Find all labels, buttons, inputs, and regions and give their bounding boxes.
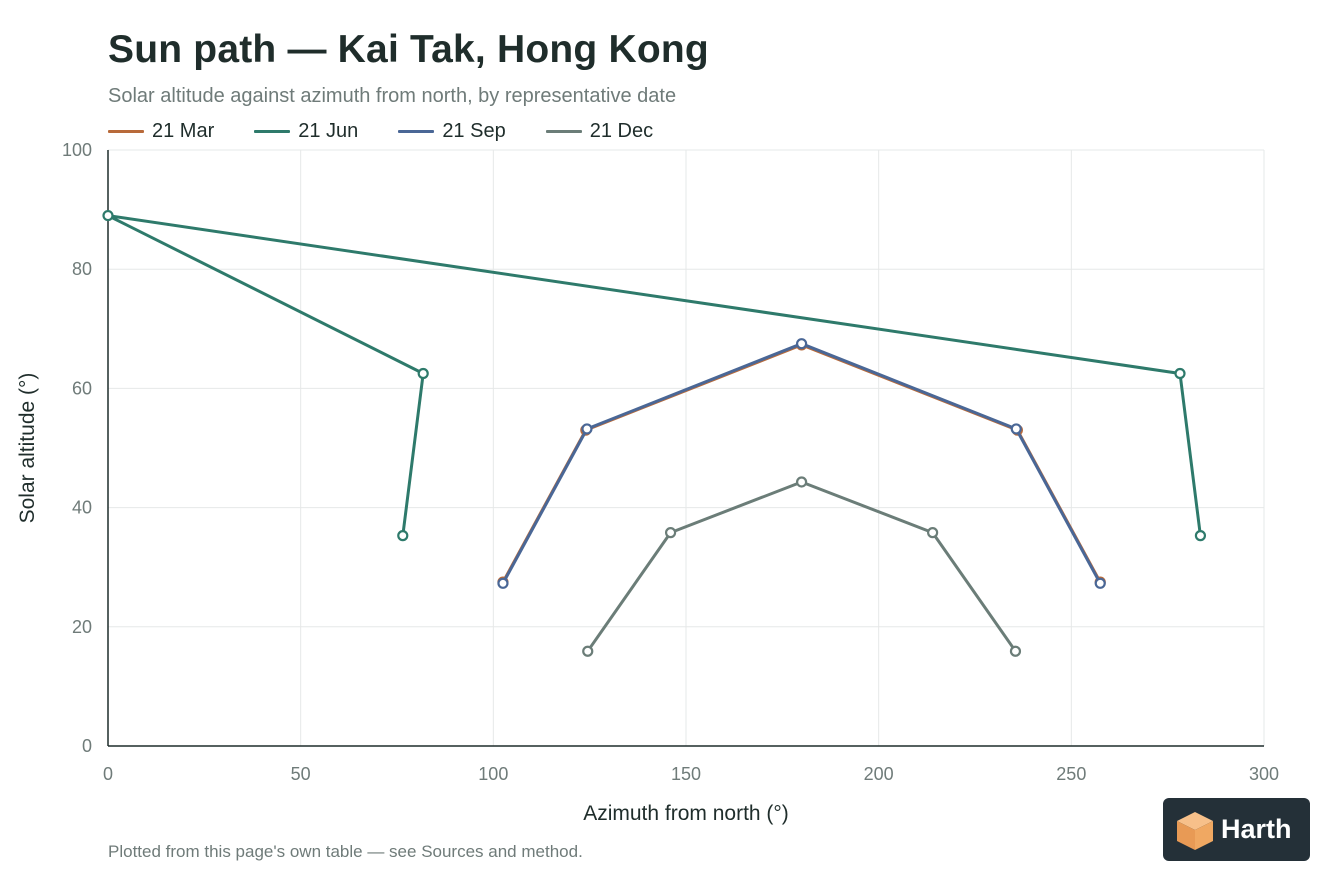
legend-swatch-mar: [108, 130, 144, 133]
legend-swatch-sep: [398, 130, 435, 133]
x-tick-label: 100: [478, 764, 508, 784]
series-line-jun: [106, 214, 1202, 536]
x-tick-label: 200: [864, 764, 894, 784]
harth-logo[interactable]: Harth: [1163, 798, 1310, 861]
chart-title: Sun path — Kai Tak, Hong Kong: [108, 28, 709, 71]
chart-subtitle: Solar altitude against azimuth from nort…: [108, 85, 677, 107]
legend-swatch-jun: [254, 130, 291, 133]
data-point-sep[interactable]: [1010, 423, 1022, 435]
data-point-sep[interactable]: [581, 423, 593, 435]
legend-item-jun[interactable]: 21 Jun: [254, 120, 358, 143]
legend-item-mar[interactable]: 21 Mar: [108, 120, 214, 143]
logo-text: Harth: [1221, 814, 1292, 844]
data-point-jun[interactable]: [397, 530, 409, 542]
x-tick-label: 50: [291, 764, 311, 784]
legend-item-sep[interactable]: 21 Sep: [398, 120, 506, 143]
grid-lines: [107, 149, 1265, 747]
x-tick-label: 300: [1249, 764, 1279, 784]
legend-label-mar: 21 Mar: [152, 120, 215, 142]
x-tick-label: 250: [1056, 764, 1086, 784]
cube-logo-icon: [1177, 811, 1213, 850]
source-note: Plotted from this page's own table — see…: [108, 842, 583, 861]
y-tick-label: 20: [72, 617, 92, 637]
legend-label-jun: 21 Jun: [298, 120, 359, 142]
legend: 21 Mar 21 Jun 21 Sep 21 Dec: [108, 120, 653, 143]
x-tick-label: 0: [103, 764, 113, 784]
data-point-dec[interactable]: [664, 527, 677, 539]
legend-swatch-dec: [545, 130, 582, 133]
data-point-dec[interactable]: [927, 527, 939, 539]
data-point-sep[interactable]: [497, 577, 509, 589]
series-layer: [102, 209, 1207, 657]
data-point-jun[interactable]: [1194, 530, 1207, 542]
axes: 0 20 40 60 80 100 0 50 100 150 200 250 300: [62, 140, 1279, 784]
legend-item-dec[interactable]: 21 Dec: [545, 120, 654, 143]
data-point-jun[interactable]: [417, 367, 429, 380]
y-axis-title: Solar altitude (°): [16, 373, 39, 524]
y-tick-label: 0: [82, 736, 92, 756]
y-tick-label: 100: [62, 140, 92, 160]
series-line-mar: [501, 343, 1102, 583]
series-dec: [582, 476, 1022, 657]
data-point-dec[interactable]: [795, 476, 808, 488]
y-tick-label: 40: [72, 498, 92, 518]
legend-label-dec: 21 Dec: [589, 120, 654, 142]
data-point-dec[interactable]: [1009, 645, 1022, 657]
data-point-jun[interactable]: [1174, 367, 1186, 380]
x-tick-label: 150: [671, 764, 701, 784]
series-line-sep: [501, 342, 1102, 585]
legend-label-sep: 21 Sep: [442, 120, 506, 142]
data-point-jun[interactable]: [102, 209, 114, 222]
y-tick-label: 80: [72, 259, 92, 279]
data-point-sep[interactable]: [1094, 577, 1106, 589]
data-point-sep[interactable]: [795, 338, 808, 350]
data-point-dec[interactable]: [582, 645, 594, 657]
x-axis-title: Azimuth from north (°): [583, 802, 789, 825]
series-jun: [102, 209, 1207, 542]
series-mar: [497, 339, 1106, 588]
series-sep: [497, 338, 1106, 589]
y-tick-label: 60: [72, 378, 92, 398]
